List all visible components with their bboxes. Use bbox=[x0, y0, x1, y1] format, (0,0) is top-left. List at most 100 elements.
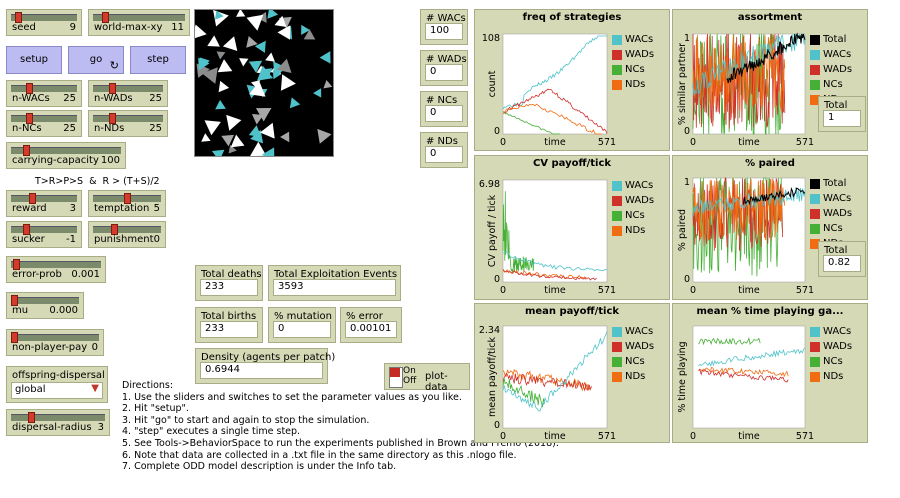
monitor-value: 0.00101 bbox=[345, 321, 397, 338]
monitor-wacs: # WACs 100 bbox=[420, 9, 468, 45]
slider-thumb[interactable] bbox=[28, 412, 36, 423]
x-min-label: 0 bbox=[500, 137, 506, 148]
monitor-nds: # NDs 0 bbox=[420, 132, 468, 168]
slider-track[interactable] bbox=[11, 195, 77, 202]
slider-track[interactable] bbox=[11, 14, 77, 21]
slider-label: n-NDs bbox=[94, 123, 125, 134]
go-button[interactable]: go ↻ bbox=[68, 46, 124, 74]
slider-error-prob[interactable]: error-prob 0.001 bbox=[6, 256, 106, 283]
agent-triangle bbox=[239, 58, 249, 67]
x-axis-label: time bbox=[544, 137, 566, 148]
slider-track[interactable] bbox=[11, 334, 99, 341]
plot-assortment: assortment 1 0 0 571 time % similar partner Tot… bbox=[672, 9, 868, 151]
slider-track[interactable] bbox=[93, 14, 185, 21]
agent-triangle bbox=[249, 81, 266, 97]
legend-item: WACs bbox=[612, 178, 654, 193]
slider-punishment[interactable]: punishment 0 bbox=[88, 221, 166, 248]
offspring-dispersal-chooser[interactable]: offspring-dispersal global ▼ bbox=[6, 366, 108, 403]
monitor-total-deaths: Total deaths 233 bbox=[195, 265, 263, 301]
slider-thumb[interactable] bbox=[11, 295, 18, 306]
slider-dispersal-radius[interactable]: dispersal-radius 3 bbox=[6, 409, 110, 436]
slider-track[interactable] bbox=[93, 115, 163, 122]
slider-thumb[interactable] bbox=[28, 193, 36, 204]
legend-item: NDs bbox=[810, 369, 852, 384]
setup-button[interactable]: setup bbox=[6, 46, 62, 74]
series-line-ncs bbox=[502, 378, 545, 408]
slider-track[interactable] bbox=[93, 85, 163, 92]
slider-thumb[interactable] bbox=[108, 83, 116, 94]
slider-track[interactable] bbox=[11, 414, 105, 421]
directions-line: 4. "step" executes a single time step. bbox=[122, 426, 301, 438]
plot-data-switch[interactable]: On Off plot-data bbox=[384, 363, 470, 393]
slider-thumb[interactable] bbox=[22, 224, 30, 235]
monitor-value: 0 bbox=[425, 146, 463, 163]
slider-seed[interactable]: seed 9 bbox=[6, 9, 82, 36]
x-axis-label: time bbox=[738, 285, 760, 296]
monitor-value: 233 bbox=[200, 279, 258, 296]
legend-item: WACs bbox=[810, 324, 852, 339]
slider-label: n-NCs bbox=[12, 123, 42, 134]
series-line-wads bbox=[698, 369, 789, 383]
agent-triangle bbox=[221, 134, 234, 147]
switch-toggle[interactable] bbox=[389, 367, 403, 388]
slider-non-player-pay[interactable]: non-player-pay 0 bbox=[6, 329, 104, 356]
directions-line: 7. Complete ODD model description is und… bbox=[122, 461, 397, 473]
legend-item: WADs bbox=[810, 62, 852, 77]
agent-triangle bbox=[211, 149, 225, 162]
legend-swatch bbox=[612, 34, 622, 45]
directions-line: 2. Hit "setup". bbox=[122, 403, 189, 415]
chooser-label: offspring-dispersal bbox=[12, 370, 105, 381]
slider-n-WACs[interactable]: n-WACs 25 bbox=[6, 80, 82, 107]
slider-value: 25 bbox=[149, 123, 162, 134]
slider-track[interactable] bbox=[11, 85, 77, 92]
slider-track[interactable] bbox=[11, 115, 77, 122]
slider-thumb[interactable] bbox=[12, 259, 20, 270]
slider-value: 0 bbox=[91, 342, 98, 353]
slider-thumb[interactable] bbox=[111, 224, 119, 235]
slider-thumb[interactable] bbox=[25, 113, 33, 124]
step-button[interactable]: step bbox=[130, 46, 186, 74]
x-min-label: 0 bbox=[690, 137, 696, 148]
y-axis-label: mean payoff/tick bbox=[487, 336, 498, 417]
slider-n-WADs[interactable]: n-WADs 25 bbox=[88, 80, 168, 107]
directions-line: 1. Use the sliders and switches to set t… bbox=[122, 391, 462, 403]
slider-track[interactable] bbox=[11, 147, 121, 154]
agent-triangle bbox=[250, 129, 264, 144]
agent-triangle bbox=[301, 24, 310, 35]
slider-world-max-xy[interactable]: world-max-xy 11 bbox=[88, 9, 190, 36]
legend-label: WADs bbox=[823, 341, 853, 352]
chooser-select[interactable]: global ▼ bbox=[11, 382, 103, 399]
slider-thumb[interactable] bbox=[108, 113, 116, 124]
slider-label: dispersal-radius bbox=[12, 422, 92, 433]
slider-track[interactable] bbox=[93, 226, 161, 233]
legend-swatch bbox=[810, 193, 820, 204]
slider-sucker[interactable]: sucker -1 bbox=[6, 221, 82, 248]
slider-track[interactable] bbox=[11, 297, 79, 304]
slider-thumb[interactable] bbox=[123, 193, 131, 204]
slider-mu[interactable]: mu 0.000 bbox=[6, 292, 84, 319]
slider-value: 0 bbox=[153, 234, 160, 245]
plot-legend: WACs WADs NCs NDs bbox=[810, 324, 852, 384]
slider-n-NCs[interactable]: n-NCs 25 bbox=[6, 110, 82, 137]
slider-carrying-capacity[interactable]: carrying-capacity 100 bbox=[6, 142, 126, 169]
slider-label: mu bbox=[12, 305, 29, 316]
monitor-label: # WADs bbox=[426, 54, 467, 65]
slider-track[interactable] bbox=[11, 261, 101, 268]
legend-label: NDs bbox=[823, 371, 844, 382]
agent-triangle bbox=[215, 10, 224, 20]
agent-triangle bbox=[280, 131, 290, 143]
legend-swatch bbox=[810, 34, 820, 45]
y-min-label: 0 bbox=[494, 274, 500, 285]
slider-thumb[interactable] bbox=[23, 145, 31, 156]
monitor-value: 1 bbox=[823, 110, 861, 127]
slider-track[interactable] bbox=[11, 226, 77, 233]
slider-thumb[interactable] bbox=[14, 12, 22, 23]
slider-reward[interactable]: reward 3 bbox=[6, 190, 82, 217]
slider-thumb[interactable] bbox=[25, 83, 33, 94]
slider-n-NDs[interactable]: n-NDs 25 bbox=[88, 110, 168, 137]
slider-thumb[interactable] bbox=[101, 12, 109, 23]
world-view[interactable] bbox=[192, 7, 334, 162]
slider-thumb[interactable] bbox=[11, 332, 18, 343]
legend-swatch bbox=[612, 210, 622, 221]
slider-temptation[interactable]: temptation 5 bbox=[88, 190, 166, 217]
